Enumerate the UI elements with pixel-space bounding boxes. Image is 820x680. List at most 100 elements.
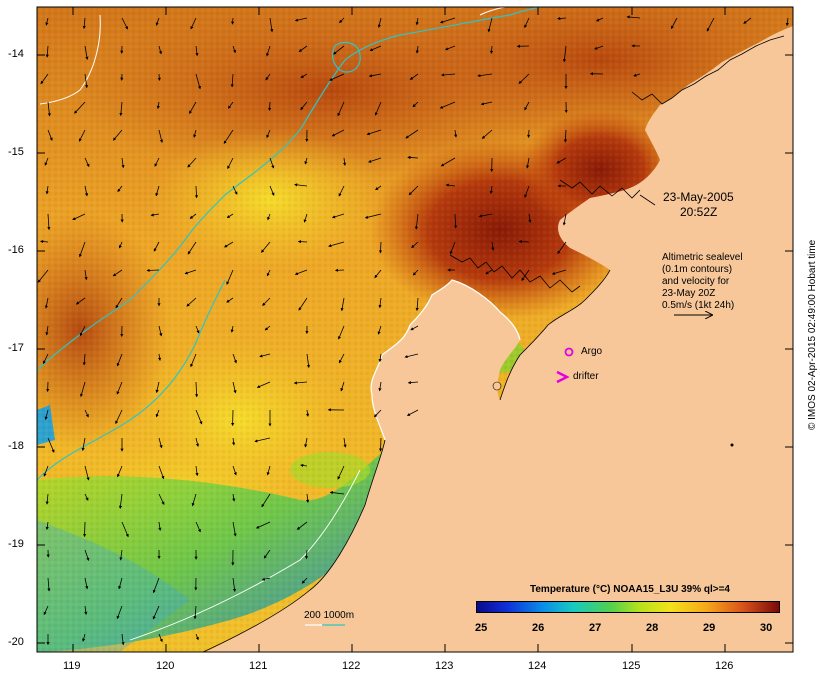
velocity-arrow — [194, 185, 199, 199]
velocity-arrow — [157, 73, 161, 81]
velocity-arrow — [45, 493, 49, 505]
velocity-arrow — [300, 101, 308, 111]
velocity-arrow — [231, 17, 235, 25]
velocity-arrow — [121, 17, 128, 30]
velocity-arrow — [339, 353, 345, 364]
velocity-arrow — [259, 353, 271, 358]
velocity-arrow — [84, 465, 90, 481]
velocity-arrow — [255, 521, 271, 529]
velocity-arrow — [45, 185, 49, 195]
velocity-arrow — [75, 297, 86, 305]
colorbar-label-29: 29 — [703, 622, 716, 634]
colorbar-label-30: 30 — [760, 622, 773, 634]
velocity-arrow — [300, 73, 308, 79]
velocity-arrow — [405, 129, 419, 139]
velocity-arrow — [491, 241, 495, 251]
velocity-arrow — [743, 17, 752, 24]
velocity-arrow — [43, 465, 49, 477]
lon-label-121: 121 — [249, 660, 268, 672]
velocity-arrow — [260, 241, 271, 253]
velocity-arrow — [407, 155, 419, 160]
velocity-arrow — [339, 17, 345, 24]
velocity-arrow — [84, 605, 88, 615]
lat-label-14: -14 — [8, 48, 24, 60]
velocity-arrow — [195, 437, 199, 447]
velocity-arrow — [84, 493, 89, 501]
lat-label-17: -17 — [8, 342, 24, 354]
velocity-arrow — [121, 633, 125, 646]
velocity-arrow — [155, 185, 160, 197]
velocity-arrow — [84, 157, 90, 168]
velocity-arrow — [373, 409, 382, 418]
velocity-arrow — [301, 577, 308, 584]
info-line-4: 23-May 20Z — [662, 288, 716, 299]
x-ticks — [72, 7, 726, 652]
velocity-arrow — [480, 101, 493, 106]
velocity-arrow — [412, 269, 419, 276]
land-mass — [205, 26, 793, 652]
velocity-arrow — [518, 240, 530, 244]
velocity-arrow — [189, 213, 197, 219]
sst-field — [37, 7, 793, 652]
velocity-arrow — [231, 437, 236, 446]
velocity-arrow — [146, 268, 160, 272]
velocity-arrow — [633, 73, 641, 77]
velocity-arrow — [116, 353, 123, 367]
velocity-arrow — [331, 213, 345, 219]
velocity-arrow — [266, 465, 271, 476]
velocity-arrow — [195, 45, 199, 57]
velocity-arrow — [595, 17, 604, 22]
velocity-arrow — [368, 73, 382, 78]
velocity-arrow — [158, 493, 165, 506]
velocity-arrow — [364, 213, 382, 219]
velocity-arrow — [337, 465, 345, 480]
colorbar-label-27: 27 — [589, 622, 602, 634]
velocity-arrow — [521, 269, 530, 282]
velocity-arrow — [524, 185, 530, 198]
velocity-arrow — [195, 633, 199, 641]
velocity-arrow — [557, 241, 567, 255]
velocity-arrow — [230, 73, 234, 88]
velocity-arrow — [374, 269, 382, 279]
velocity-arrow — [524, 17, 530, 29]
velocity-arrow — [366, 129, 382, 136]
velocity-arrow — [116, 605, 123, 620]
velocity-arrow — [158, 129, 163, 143]
velocity-arrow — [340, 381, 345, 392]
velocity-arrow — [45, 17, 49, 26]
velocity-arrow — [378, 381, 382, 392]
velocity-arrow — [404, 353, 419, 359]
velocity-arrow — [158, 633, 163, 643]
drifter-marker-icon — [556, 370, 570, 384]
velocity-arrow — [374, 101, 382, 116]
velocity-arrow — [84, 577, 89, 590]
velocity-arrow — [298, 45, 308, 52]
velocity-arrow — [369, 45, 382, 52]
velocity-arrow — [232, 521, 237, 537]
velocity-arrow — [195, 73, 201, 90]
velocity-arrow — [115, 297, 123, 309]
velocity-arrow — [152, 605, 160, 620]
velocity-arrow — [152, 577, 160, 594]
velocity-arrow — [333, 45, 345, 55]
lon-label-125: 125 — [622, 660, 641, 672]
velocity-arrow — [158, 465, 165, 480]
velocity-arrow — [296, 521, 308, 530]
velocity-arrow — [184, 269, 197, 275]
velocity-arrow — [293, 381, 308, 385]
lon-label-120: 120 — [156, 660, 175, 672]
velocity-arrow — [454, 129, 458, 138]
velocity-arrow — [303, 213, 308, 223]
velocity-arrow — [449, 241, 456, 255]
velocity-arrow — [230, 325, 234, 333]
velocity-arrow — [439, 17, 456, 24]
velocity-arrow — [79, 241, 86, 258]
velocity-arrow — [119, 101, 123, 117]
velocity-arrow — [223, 129, 234, 144]
velocity-arrow — [232, 185, 238, 195]
velocity-arrow — [594, 45, 604, 50]
velocity-arrow — [226, 213, 234, 219]
velocity-arrow — [378, 241, 383, 254]
